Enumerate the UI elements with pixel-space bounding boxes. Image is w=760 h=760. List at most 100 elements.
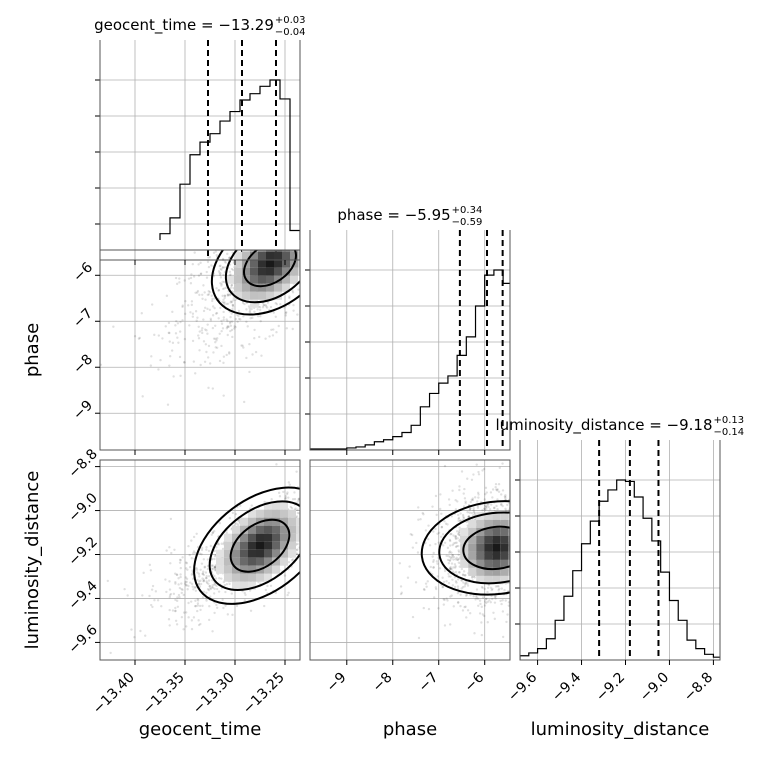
density-cell [280, 509, 288, 518]
sample-point [230, 320, 234, 323]
sample-point [149, 603, 153, 607]
sample-point [194, 586, 197, 589]
sample-point [297, 288, 300, 291]
sample-point [213, 549, 216, 553]
density-cell [266, 275, 274, 284]
density-cell [258, 228, 266, 236]
density-cell [500, 559, 509, 568]
sample-point [457, 557, 461, 560]
sample-point [435, 560, 439, 563]
sample-point [133, 335, 137, 338]
sample-point [168, 364, 171, 367]
sample-point [460, 587, 463, 590]
sample-point [457, 519, 460, 523]
sample-point [230, 267, 234, 271]
sample-point [196, 289, 200, 293]
sample-point [165, 590, 168, 594]
sample-point [195, 532, 198, 535]
sample-point [454, 535, 457, 538]
sample-point [199, 568, 202, 571]
sample-point [446, 523, 449, 526]
sample-point [245, 356, 248, 360]
sample-point [205, 576, 208, 580]
sample-point [168, 545, 171, 549]
sample-point [469, 612, 472, 615]
sample-point [480, 586, 484, 589]
sample-point [473, 576, 476, 579]
sample-point [264, 337, 267, 340]
sample-point [183, 279, 186, 282]
density-cell [282, 275, 290, 284]
sample-point [201, 572, 204, 576]
sample-point [243, 591, 246, 595]
sample-point [470, 478, 474, 482]
density-cell [290, 236, 298, 244]
sample-point [235, 522, 238, 525]
sample-point [463, 497, 467, 500]
sample-point [427, 538, 430, 541]
sample-point [204, 343, 208, 346]
sample-point [497, 585, 500, 588]
sample-point [444, 522, 448, 525]
sample-point [191, 262, 195, 266]
density-cell [274, 259, 282, 268]
density-cell [248, 533, 256, 542]
density-cell [288, 517, 296, 526]
sample-point [192, 588, 195, 591]
sample-point [213, 566, 217, 570]
density-cell [296, 517, 300, 526]
sample-point [484, 597, 488, 601]
sample-point [181, 588, 184, 592]
sample-point [202, 318, 205, 321]
sample-point [427, 524, 430, 527]
sample-point [178, 277, 181, 280]
sample-point [185, 584, 188, 587]
sample-point [475, 596, 478, 599]
sample-point [214, 583, 217, 586]
sample-point [490, 588, 494, 592]
sample-point [258, 335, 261, 339]
sample-point [168, 580, 171, 583]
sample-point [443, 598, 446, 602]
ytick-label-luminosity_distance: −9.0 [65, 490, 100, 525]
sample-point [486, 621, 489, 624]
sample-point [222, 298, 225, 301]
sample-point [231, 304, 234, 307]
sample-point [133, 636, 136, 639]
sample-point [178, 330, 182, 333]
density-cell [240, 541, 248, 550]
sample-point [221, 598, 224, 602]
density-cell [484, 543, 493, 552]
sample-point [421, 511, 424, 515]
sample-point [424, 529, 428, 532]
sample-point [416, 551, 420, 554]
sample-point [229, 300, 233, 303]
sample-point [207, 579, 211, 582]
sample-point [181, 319, 184, 322]
sample-point [130, 628, 133, 631]
density-cell [240, 517, 248, 526]
sample-point [209, 595, 212, 598]
hist-luminosity_distance-step [520, 479, 720, 660]
sample-point [248, 310, 251, 314]
density-cell [264, 509, 272, 518]
sample-point [282, 490, 285, 494]
sample-point [179, 320, 182, 324]
sample-point [295, 549, 298, 552]
sample-point [501, 635, 505, 639]
sample-point [228, 516, 232, 520]
sample-point [202, 579, 205, 583]
sample-point [448, 559, 452, 562]
sample-point [439, 507, 442, 511]
sample-point [217, 270, 221, 273]
sample-point [485, 597, 488, 601]
sample-point [203, 565, 207, 568]
sample-point [488, 508, 492, 511]
sample-point [197, 583, 201, 586]
sample-point [247, 305, 251, 308]
density-cell [232, 565, 240, 574]
sample-point [258, 305, 262, 309]
density-cell [272, 517, 280, 526]
sample-point [175, 623, 179, 626]
density-cell [492, 575, 501, 584]
